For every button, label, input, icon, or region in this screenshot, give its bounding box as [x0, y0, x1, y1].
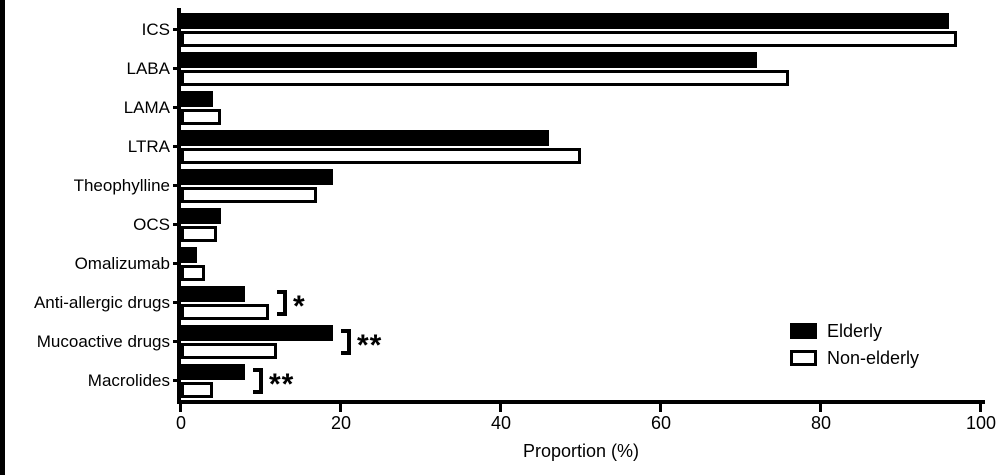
category-axis-tick [173, 28, 181, 31]
x-axis-tick [179, 404, 182, 412]
x-axis-tick-label: 20 [330, 413, 352, 433]
bar-nonelderly-2 [181, 70, 789, 86]
category-axis-tick [173, 262, 181, 265]
x-axis-title: Proportion (%) [522, 441, 640, 461]
category-label-6: OCS [133, 215, 170, 234]
bar-nonelderly-1 [181, 31, 957, 47]
x-axis-tick [819, 404, 822, 412]
category-label-10: Macrolides [87, 371, 170, 390]
nonelderly-swatch-icon [790, 350, 817, 366]
x-axis-line [177, 400, 985, 404]
category-axis-tick [173, 223, 181, 226]
x-axis-tick-label: 40 [490, 413, 512, 433]
category-axis-tick [173, 145, 181, 148]
x-axis-tick-label: 60 [650, 413, 672, 433]
x-axis-tick [659, 404, 662, 412]
significance-stars: ** [269, 368, 295, 401]
bar-elderly-7 [181, 247, 197, 263]
significance-stars: * [293, 290, 306, 323]
bar-elderly-9 [181, 325, 333, 341]
category-label-1: ICS [141, 20, 170, 39]
legend-item-elderly: Elderly [790, 320, 919, 342]
category-axis-tick [173, 184, 181, 187]
x-axis-tick [499, 404, 502, 412]
significance-stars: ** [357, 329, 383, 362]
x-axis-tick [979, 404, 982, 412]
bar-elderly-6 [181, 208, 221, 224]
category-label-4: LTRA [127, 137, 170, 156]
category-label-7: Omalizumab [74, 254, 170, 273]
bar-elderly-1 [181, 13, 949, 29]
bar-nonelderly-6 [181, 226, 217, 242]
legend-item-nonelderly: Non-elderly [790, 347, 919, 369]
bar-nonelderly-3 [181, 109, 221, 125]
bar-elderly-5 [181, 169, 333, 185]
legend: Elderly Non-elderly [790, 320, 919, 374]
bar-elderly-3 [181, 91, 213, 107]
category-axis-tick [173, 379, 181, 382]
bar-nonelderly-5 [181, 187, 317, 203]
category-axis-tick [173, 67, 181, 70]
bar-elderly-10 [181, 364, 245, 380]
category-axis-tick [173, 340, 181, 343]
category-axis-tick [173, 301, 181, 304]
bar-nonelderly-9 [181, 343, 277, 359]
category-label-2: LABA [126, 59, 170, 78]
significance-bracket [253, 368, 263, 394]
x-axis-tick-label: 80 [810, 413, 832, 433]
bar-elderly-4 [181, 130, 549, 146]
x-axis-tick-label: 100 [965, 413, 996, 433]
bar-elderly-2 [181, 52, 757, 68]
category-label-9: Mucoactive drugs [36, 332, 170, 351]
bar-nonelderly-7 [181, 265, 205, 281]
category-label-5: Theophylline [73, 176, 170, 195]
bar-nonelderly-10 [181, 382, 213, 398]
x-axis-tick [339, 404, 342, 412]
x-axis-tick-label: 0 [175, 413, 186, 433]
category-label-3: LAMA [123, 98, 170, 117]
significance-bracket [341, 329, 351, 355]
legend-label-nonelderly: Non-elderly [827, 347, 920, 368]
legend-label-elderly: Elderly [827, 320, 883, 341]
category-label-8: Anti-allergic drugs [33, 293, 170, 312]
bar-nonelderly-8 [181, 304, 269, 320]
category-axis-tick [173, 106, 181, 109]
y-axis-line [177, 8, 181, 404]
left-border-strip [0, 0, 5, 475]
bar-elderly-8 [181, 286, 245, 302]
elderly-swatch-icon [790, 323, 817, 339]
bar-nonelderly-4 [181, 148, 581, 164]
significance-bracket [277, 290, 287, 316]
